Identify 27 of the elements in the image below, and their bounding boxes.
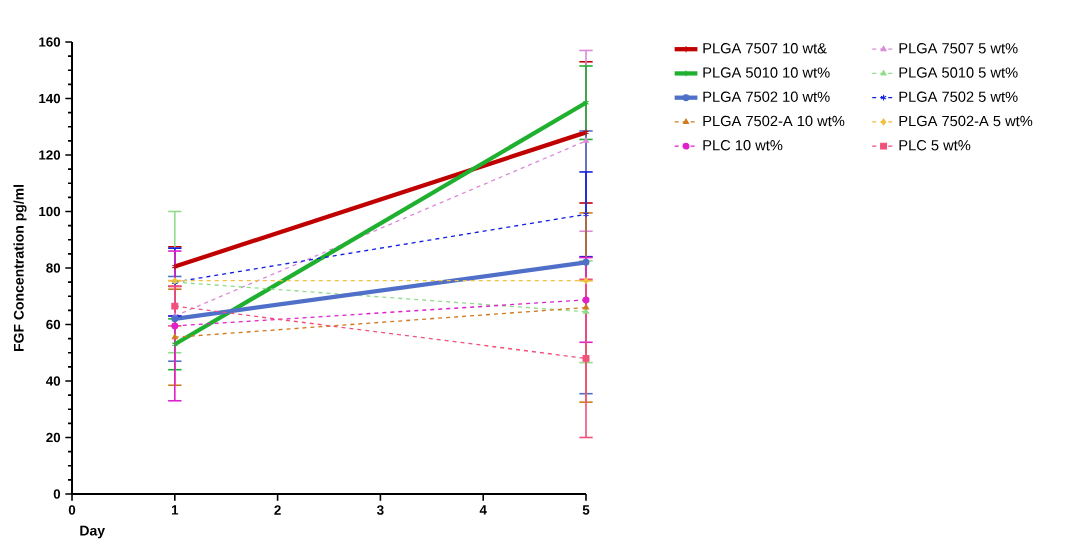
x-tick-label: 4 [479,505,487,515]
y-tick-label: 80 [46,263,61,273]
x-tick-label: 0 [68,505,76,515]
legend-label: PLGA 7507 5 wt% [899,43,1018,54]
x-tick-label: 3 [377,505,384,515]
y-tick-label: 20 [46,432,61,443]
y-tick-label: 100 [39,206,61,217]
x-tick-label: 1 [171,505,179,515]
y-tick-label: 60 [46,319,61,330]
x-tick-label: 5 [582,505,590,515]
legend-label: PLGA 7507 10 wt& [703,43,827,54]
legend-label: PLC 10 wt% [703,140,783,151]
y-tick-label: 140 [39,93,61,104]
y-tick-label: 40 [46,376,61,386]
y-tick-label: 120 [39,150,61,160]
legend-label: PLGA 7502-A 5 wt% [899,115,1033,127]
legend-label: PLGA 7502 5 wt% [899,91,1018,102]
y-axis-title: FGF Concentration pg/ml [13,184,27,352]
legend-label: PLGA 7502-A 10 wt% [703,115,845,127]
legend-label: PLGA 5010 5 wt% [899,67,1018,78]
legend-label: PLGA 7502 10 wt% [703,91,830,102]
legend-label: PLC 5 wt% [899,140,971,151]
legend-label: PLGA 5010 10 wt% [703,67,830,78]
y-tick-label: 160 [39,37,61,47]
y-tick-label: 0 [53,489,61,499]
x-tick-label: 2 [274,505,281,515]
x-axis-title: Day [80,525,105,539]
